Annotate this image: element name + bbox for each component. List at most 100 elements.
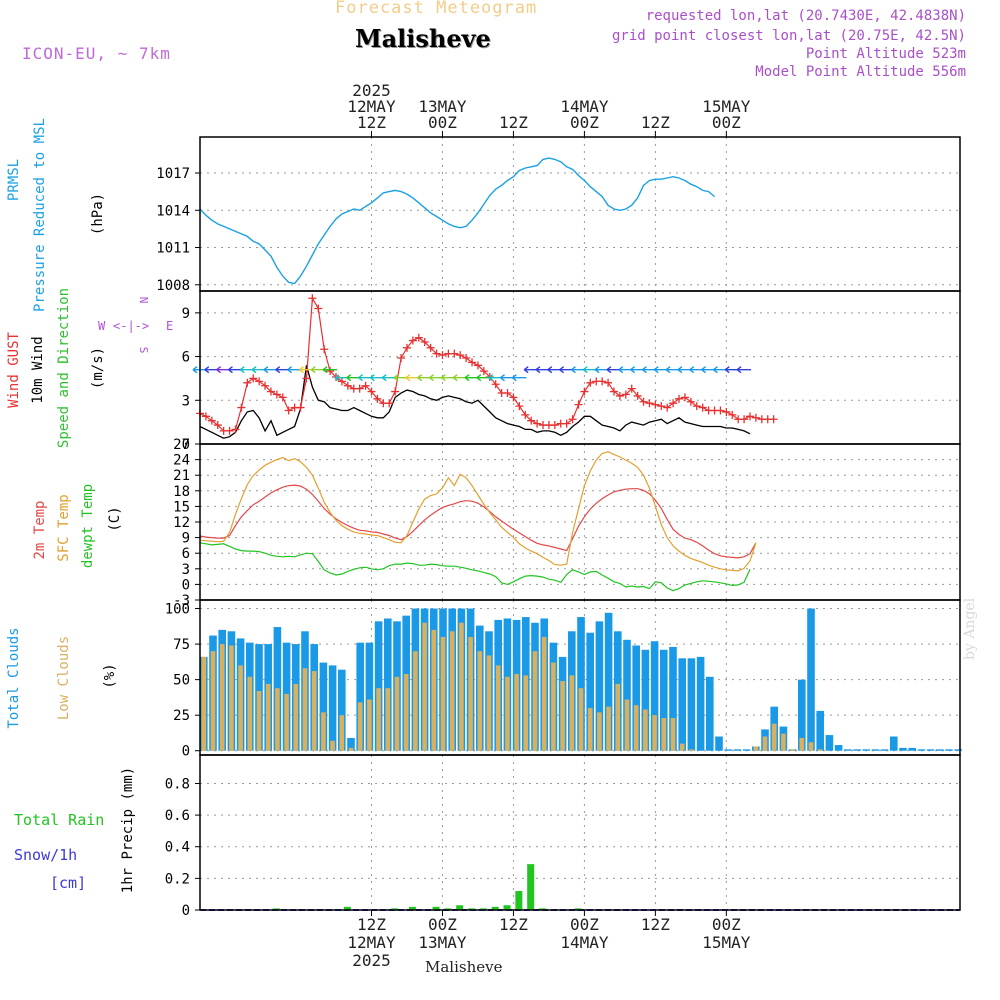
- legend-snow: Snow/1h: [14, 846, 77, 864]
- top-time-label: 00Z: [712, 113, 741, 132]
- low-clouds-bar: [210, 651, 216, 751]
- wind-gust-marker: [213, 421, 222, 430]
- meteogram-title: Forecast Meteogram: [335, 0, 538, 18]
- wind-gust-marker: [473, 361, 482, 370]
- wind-direction-arrow: [310, 366, 326, 374]
- total-clouds-bar: [604, 612, 613, 751]
- total-clouds-bar: [742, 749, 751, 751]
- wind-gust-marker: [373, 394, 382, 403]
- total-clouds-bar: [595, 621, 604, 751]
- wind-direction-arrow: [523, 366, 539, 374]
- wind-direction-arrow: [665, 366, 681, 374]
- y-axis-percent: (%): [102, 663, 118, 688]
- bottom-time-label: 13MAY: [418, 933, 467, 952]
- rain-bar: [539, 908, 547, 910]
- wind-direction-arrow: [251, 366, 267, 374]
- wind-gust-marker: [326, 367, 335, 376]
- wind-direction-arrow: [535, 366, 551, 374]
- y-tick-label: 25: [173, 708, 190, 724]
- top-time-label: 12Z: [499, 113, 528, 132]
- low-clouds-bar: [321, 712, 326, 751]
- wind-gust-marker: [491, 380, 500, 389]
- wind-gust-marker: [515, 402, 524, 411]
- wind-direction-arrow: [701, 366, 716, 374]
- low-clouds-bar: [541, 636, 547, 751]
- wind-gust-marker: [266, 387, 275, 396]
- wind-gust-marker: [698, 403, 707, 412]
- rain-bar: [456, 905, 464, 910]
- low-clouds-bar: [532, 651, 538, 751]
- wind-gust-marker: [686, 397, 695, 406]
- low-clouds-bar: [781, 733, 786, 751]
- low-clouds-bar: [514, 673, 519, 751]
- rain-bar: [343, 906, 351, 910]
- wind-direction-arrow: [452, 374, 468, 382]
- total-clouds-bar: [853, 749, 861, 751]
- temp-2m-line: [199, 484, 757, 559]
- y-tick-label: 12: [173, 515, 190, 531]
- low-clouds-bar: [771, 723, 777, 751]
- wind-direction-arrow: [358, 374, 373, 382]
- wind-gust-marker: [456, 351, 465, 360]
- wind-gust-marker: [337, 377, 346, 386]
- low-clouds-bar: [652, 715, 657, 751]
- total-clouds-bar: [936, 749, 944, 751]
- wind-direction-arrow: [784, 367, 798, 373]
- panel-frame: [199, 136, 961, 292]
- low-clouds-bar: [275, 688, 280, 751]
- wind-gust-marker: [361, 381, 370, 390]
- bottom-time-label: 2025: [352, 951, 391, 970]
- wind-gust-marker: [675, 394, 684, 403]
- wind-speed-line: [199, 365, 751, 439]
- y-tick-label: 9: [182, 306, 190, 322]
- wind-gust-marker: [207, 416, 216, 425]
- y-axis-total-clouds: Total Clouds: [6, 627, 22, 728]
- sfc-temp-line: [199, 451, 757, 572]
- wind-direction-arrow: [488, 374, 503, 382]
- wind-direction-arrow: [891, 367, 905, 373]
- total-clouds-bar: [816, 710, 824, 751]
- rain-bar: [574, 908, 582, 910]
- wind-gust-marker: [320, 345, 329, 354]
- compass-s: S: [137, 347, 150, 354]
- wind-gust-marker: [716, 406, 725, 415]
- wind-direction-arrow: [571, 366, 586, 374]
- low-clouds-bar: [284, 693, 289, 751]
- low-clouds-bar: [201, 656, 207, 751]
- wind-direction-arrow: [370, 374, 385, 382]
- rain-bar: [479, 908, 487, 910]
- wind-gust-marker: [479, 367, 488, 376]
- y-axis-c: (C): [107, 506, 123, 531]
- total-clouds-bar: [733, 749, 742, 751]
- y-tick-label: 75: [173, 637, 190, 653]
- low-clouds-bar: [597, 712, 602, 751]
- wind-gust-marker: [680, 393, 689, 402]
- wind-direction-arrow: [322, 366, 338, 374]
- bottom-time-label: 12Z: [641, 915, 670, 934]
- legend-snow-unit: [cm]: [50, 874, 86, 892]
- wind-direction-arrow: [263, 366, 278, 374]
- panel-frame: [199, 754, 961, 911]
- y-axis-pressure: Pressure Reduced to MSL: [32, 118, 48, 312]
- y-tick-label: 0: [182, 437, 190, 453]
- y-tick-label: 24: [173, 453, 190, 469]
- wind-gust-marker: [586, 378, 595, 387]
- y-tick-label: 6: [182, 546, 190, 562]
- low-clouds-bar: [689, 749, 694, 751]
- wind-direction-arrow: [820, 367, 834, 373]
- wind-direction-arrow: [464, 374, 480, 382]
- low-clouds-bar: [468, 636, 473, 751]
- wind-gust-marker: [314, 304, 323, 313]
- y-axis-gust: Wind GUST: [6, 332, 22, 408]
- y-axis-wind: 10m Wind: [30, 336, 46, 403]
- y-tick-label: 3: [182, 562, 190, 578]
- rain-bar: [503, 905, 511, 910]
- total-clouds-bar: [807, 608, 815, 751]
- total-clouds-bar: [899, 747, 907, 751]
- wind-direction-arrow: [713, 366, 728, 374]
- y-tick-label: 9: [182, 531, 190, 547]
- rain-bar: [432, 906, 440, 910]
- total-clouds-bar: [641, 649, 650, 751]
- y-tick-label: 1014: [156, 203, 190, 219]
- dewpt-temp-line: [199, 542, 751, 592]
